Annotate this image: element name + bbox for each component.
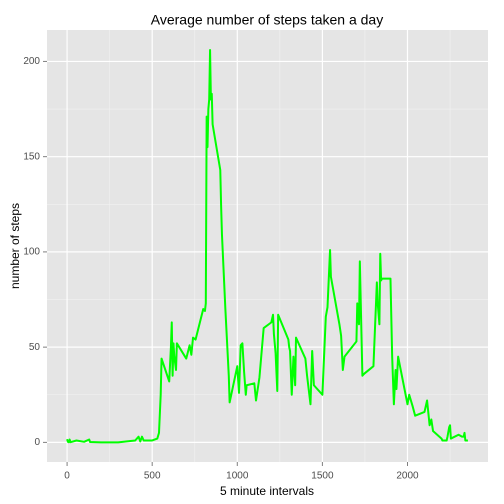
y-tick-label: 0 <box>34 437 40 448</box>
x-tick-label: 2000 <box>396 471 419 482</box>
x-tick-label: 500 <box>144 471 161 482</box>
x-axis-title: 5 minute intervals <box>220 484 314 498</box>
y-tick-label: 150 <box>23 151 40 162</box>
line <box>66 49 468 444</box>
chart-title: Average number of steps taken a day <box>151 12 383 28</box>
y-tick-label: 100 <box>23 247 40 258</box>
x-tick-label: 0 <box>64 471 70 482</box>
y-axis-title: number of steps <box>8 203 22 289</box>
x-tick-label: 1000 <box>226 471 249 482</box>
y-tick-label: 200 <box>23 56 40 67</box>
x-tick-label: 1500 <box>311 471 334 482</box>
panel <box>47 30 488 462</box>
y-tick-label: 50 <box>29 342 41 353</box>
